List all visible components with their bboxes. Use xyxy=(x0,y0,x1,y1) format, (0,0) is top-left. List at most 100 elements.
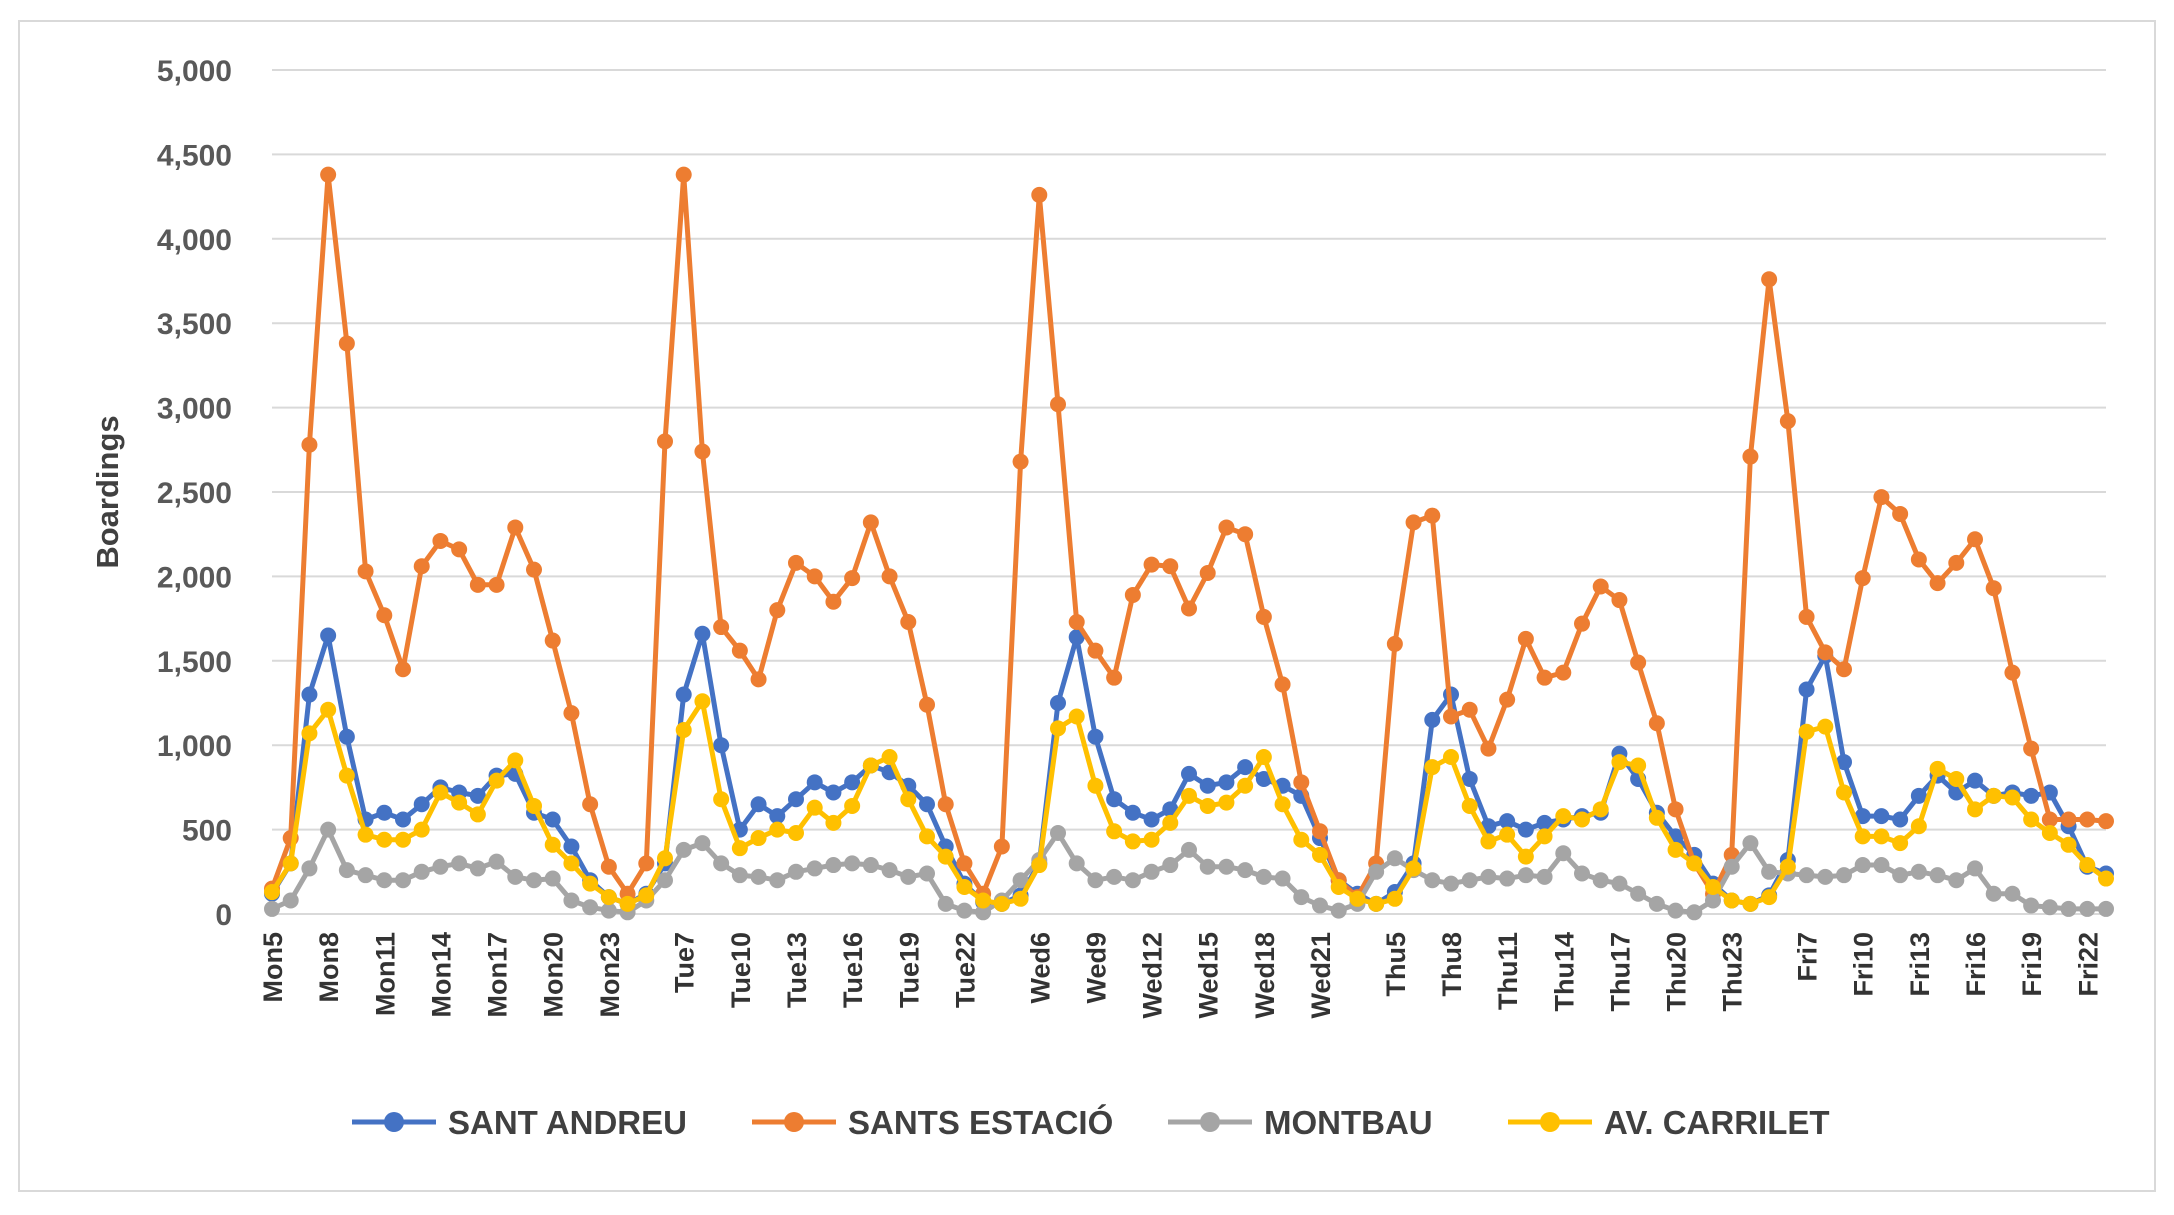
data-point xyxy=(993,895,1010,912)
data-point xyxy=(1910,787,1927,804)
data-point xyxy=(413,796,430,813)
data-point xyxy=(544,870,561,887)
data-point xyxy=(1836,754,1852,771)
data-point xyxy=(1293,889,1310,906)
data-point xyxy=(788,824,804,841)
y-tick-label: 3,000 xyxy=(157,393,232,426)
data-point xyxy=(1929,575,1946,592)
data-point xyxy=(956,902,973,919)
data-point xyxy=(806,860,823,877)
data-point xyxy=(1798,608,1815,625)
data-point xyxy=(2079,900,2096,917)
legend-marker xyxy=(1540,1112,1560,1132)
y-tick-label: 2,000 xyxy=(157,561,232,594)
data-point xyxy=(993,838,1010,855)
data-point xyxy=(1592,801,1609,818)
data-point xyxy=(2023,787,2040,804)
data-point xyxy=(638,855,655,872)
data-point xyxy=(1386,850,1403,867)
data-point xyxy=(1199,797,1216,814)
x-tick-label: Fri19 xyxy=(2017,932,2047,997)
data-point xyxy=(713,619,730,636)
data-point xyxy=(2041,899,2058,916)
data-point xyxy=(1012,890,1029,907)
data-point xyxy=(1761,889,1778,906)
data-point xyxy=(1368,895,1385,912)
data-point xyxy=(1124,586,1141,603)
data-point xyxy=(844,797,861,814)
data-point xyxy=(1068,629,1085,646)
data-point xyxy=(1237,526,1254,543)
data-point xyxy=(1742,835,1759,852)
data-point xyxy=(413,558,430,575)
data-point xyxy=(956,878,973,895)
data-point xyxy=(1574,865,1590,882)
y-tick-label: 2,500 xyxy=(157,477,232,510)
data-point xyxy=(900,613,917,630)
data-point xyxy=(507,868,524,885)
data-point xyxy=(1967,531,1983,548)
data-point xyxy=(357,563,374,580)
data-point xyxy=(301,686,318,703)
data-point xyxy=(1480,868,1497,885)
data-point xyxy=(1050,824,1066,841)
data-point xyxy=(975,904,992,921)
data-point xyxy=(413,821,430,838)
data-point xyxy=(1031,857,1048,874)
data-point xyxy=(1162,814,1179,831)
data-point xyxy=(881,749,898,766)
data-point xyxy=(1237,862,1254,879)
data-point xyxy=(1480,740,1497,757)
data-point xyxy=(1910,863,1927,880)
data-point xyxy=(937,796,954,813)
x-tick-label: Fri22 xyxy=(2073,932,2103,997)
legend: SANT ANDREU SANTS ESTACIÓ MONTBAU AV. CARRI… xyxy=(352,1104,1830,1141)
data-point xyxy=(1106,868,1123,885)
data-point xyxy=(1255,608,1272,625)
data-point xyxy=(1892,835,1909,852)
data-point xyxy=(657,872,673,889)
data-point xyxy=(1162,558,1179,575)
x-tick-label: Tue7 xyxy=(670,932,700,993)
data-point xyxy=(1873,828,1890,845)
data-point xyxy=(488,853,505,870)
legend-label: SANT ANDREU xyxy=(448,1104,687,1141)
data-point xyxy=(1199,858,1216,875)
data-point xyxy=(413,863,430,880)
data-point xyxy=(1555,664,1572,681)
data-point xyxy=(264,884,280,901)
data-point xyxy=(1181,765,1197,782)
data-point xyxy=(1443,875,1459,892)
x-tick-label: Thu8 xyxy=(1437,932,1467,997)
data-point xyxy=(1068,855,1085,872)
data-point xyxy=(507,752,524,769)
data-point xyxy=(1517,848,1534,865)
legend-item-montbau: MONTBAU xyxy=(1168,1104,1433,1141)
data-point xyxy=(1237,777,1254,794)
data-point xyxy=(1499,813,1516,830)
data-point xyxy=(1199,777,1216,794)
data-point xyxy=(657,850,673,867)
data-point xyxy=(1667,902,1684,919)
data-point xyxy=(1050,695,1066,711)
data-point xyxy=(469,576,486,593)
data-point xyxy=(1574,811,1590,828)
data-point xyxy=(600,902,617,919)
y-tick-label: 4,000 xyxy=(157,224,232,257)
data-point xyxy=(825,814,842,831)
data-point xyxy=(1873,808,1890,825)
data-point xyxy=(1368,863,1385,880)
data-point xyxy=(1873,857,1890,874)
data-point xyxy=(1050,720,1066,737)
data-point xyxy=(1648,809,1665,826)
data-point xyxy=(301,860,318,877)
data-point xyxy=(338,335,355,352)
data-point xyxy=(1443,708,1459,725)
data-point xyxy=(1499,691,1516,708)
legend-marker xyxy=(1200,1112,1220,1132)
data-point xyxy=(1405,860,1422,877)
x-tick-label: Fri10 xyxy=(1849,932,1879,997)
data-point xyxy=(469,806,486,823)
data-point xyxy=(1424,872,1441,889)
data-point xyxy=(320,821,337,838)
